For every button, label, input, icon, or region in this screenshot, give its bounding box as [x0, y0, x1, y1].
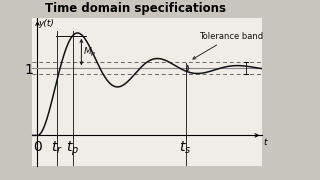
- Text: Tolerance band: Tolerance band: [193, 32, 263, 59]
- Text: t: t: [264, 138, 267, 147]
- Text: y(t): y(t): [38, 19, 54, 28]
- Text: $M_p$: $M_p$: [83, 46, 97, 59]
- Title: Time domain specifications: Time domain specifications: [45, 3, 226, 15]
